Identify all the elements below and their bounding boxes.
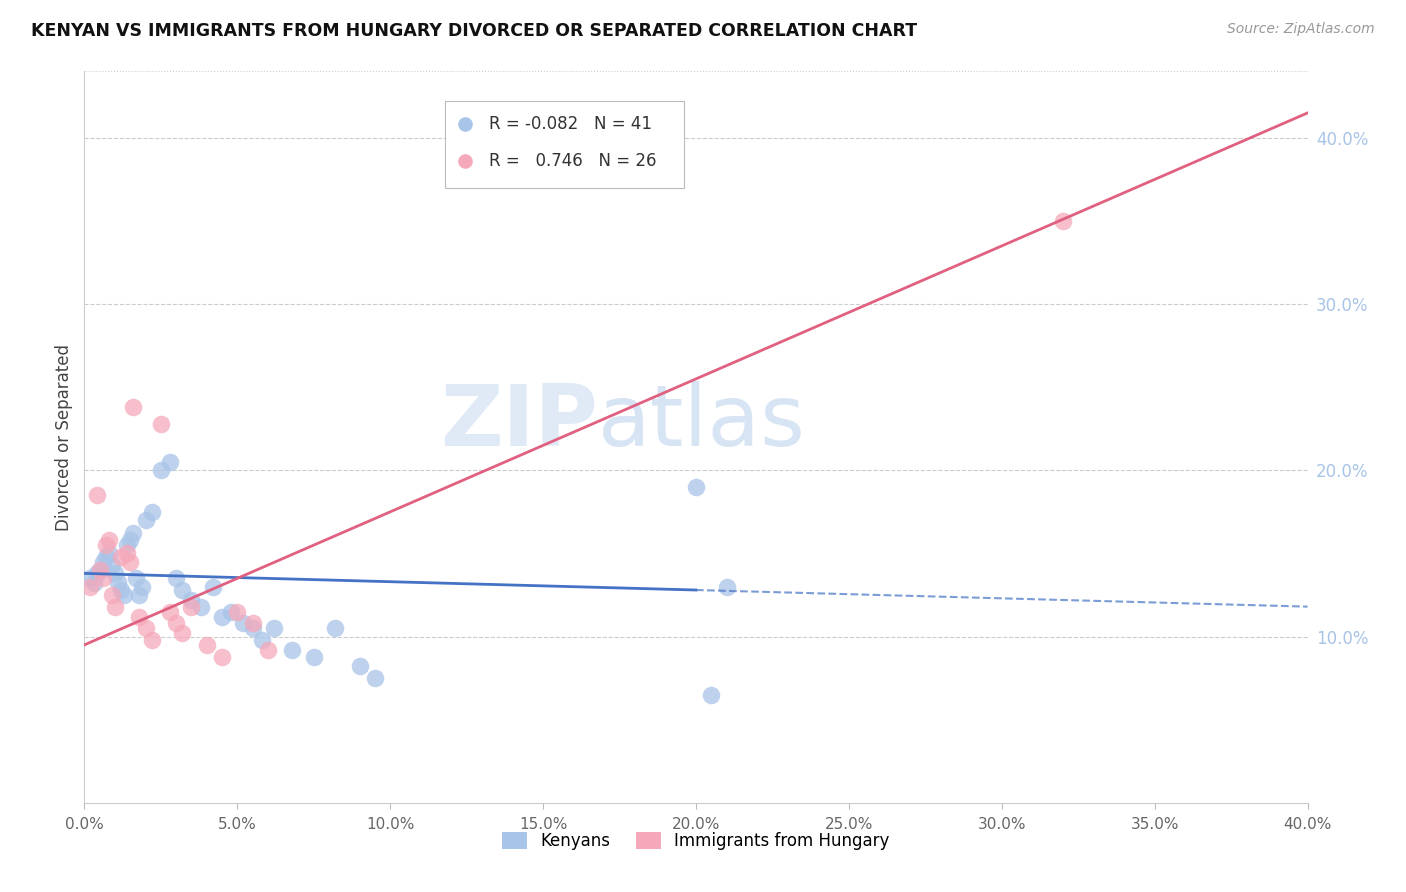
Point (242, 621, 264, 635)
Point (91, 555, 114, 569)
Point (91, 571, 114, 585)
Point (122, 400, 145, 414)
Point (83, 576, 105, 591)
Point (135, 621, 157, 635)
Point (172, 582, 194, 597)
Point (101, 588, 124, 602)
Point (101, 558, 124, 573)
Point (135, 513, 157, 527)
Point (250, 632, 273, 647)
Point (112, 588, 135, 602)
Point (211, 609, 233, 624)
Point (165, 616, 187, 631)
Point (281, 643, 304, 657)
Point (226, 605, 249, 619)
Point (349, 659, 371, 673)
Point (86, 566, 108, 581)
Point (149, 417, 172, 431)
Point (97, 533, 120, 548)
Text: Source: ZipAtlas.com: Source: ZipAtlas.com (1227, 22, 1375, 37)
Point (120, 533, 142, 548)
Point (141, 632, 163, 647)
Point (201, 580, 224, 594)
Point (125, 571, 148, 585)
Point (232, 616, 254, 631)
Point (219, 605, 242, 619)
Point (211, 649, 233, 664)
Point (1052, 214, 1074, 228)
Point (115, 546, 138, 560)
Point (94, 538, 117, 552)
Point (110, 582, 132, 597)
Point (97, 546, 120, 560)
Point (89, 563, 111, 577)
Point (94, 549, 117, 564)
Point (110, 549, 132, 564)
Legend: Kenyans, Immigrants from Hungary: Kenyans, Immigrants from Hungary (496, 825, 896, 856)
Point (128, 609, 150, 624)
Y-axis label: Divorced or Separated: Divorced or Separated (55, 343, 73, 531)
FancyBboxPatch shape (446, 101, 683, 188)
Point (180, 593, 202, 607)
Point (141, 505, 163, 519)
Point (257, 643, 280, 657)
Point (716, 580, 738, 594)
Point (302, 649, 325, 664)
Point (685, 480, 707, 494)
Point (107, 574, 129, 589)
Point (89, 563, 111, 577)
Point (190, 599, 212, 614)
Point (364, 671, 387, 685)
Point (128, 588, 150, 602)
Point (79, 580, 101, 594)
Point (104, 566, 127, 581)
Point (263, 621, 285, 635)
Point (159, 455, 181, 469)
Point (159, 605, 181, 619)
Text: R = -0.082   N = 41: R = -0.082 N = 41 (489, 115, 652, 133)
Point (180, 599, 202, 614)
Point (149, 463, 172, 477)
Point (323, 621, 346, 635)
Point (195, 638, 218, 652)
Point (120, 555, 142, 569)
Point (131, 580, 153, 594)
Text: atlas: atlas (598, 381, 806, 464)
Text: ZIP: ZIP (440, 381, 598, 464)
Point (165, 571, 187, 585)
Point (122, 526, 145, 541)
Text: R =   0.746   N = 26: R = 0.746 N = 26 (489, 152, 657, 169)
Text: KENYAN VS IMMIGRANTS FROM HUNGARY DIVORCED OR SEPARATED CORRELATION CHART: KENYAN VS IMMIGRANTS FROM HUNGARY DIVORC… (31, 22, 917, 40)
Point (79, 571, 101, 585)
Point (104, 599, 127, 614)
Point (172, 626, 194, 640)
Point (700, 688, 723, 702)
Point (115, 538, 138, 552)
Point (86, 488, 108, 502)
Point (242, 616, 264, 631)
